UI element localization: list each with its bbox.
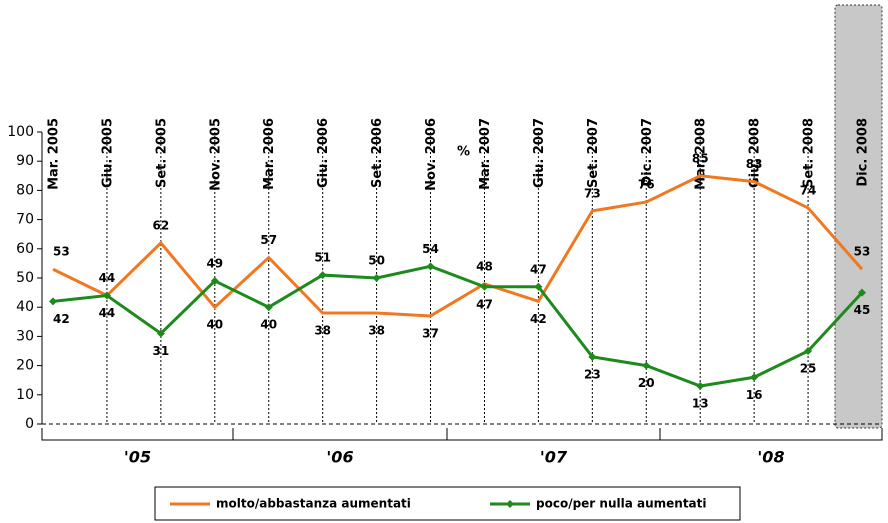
highlight-box <box>834 4 883 429</box>
y-tick-label: 70 <box>16 212 34 228</box>
y-tick-label: 0 <box>25 416 34 432</box>
value-label: 73 <box>584 186 601 200</box>
marker <box>210 276 219 285</box>
x-tick-label: Giu. 2007 <box>532 118 547 188</box>
x-tick-label: Nov. 2006 <box>424 118 439 191</box>
value-label: 74 <box>800 183 817 197</box>
x-tick-label: Mar. 2006 <box>262 118 277 190</box>
year-bracket <box>659 428 883 441</box>
y-tick-label: 80 <box>16 182 34 198</box>
marker <box>534 282 543 291</box>
value-label: 51 <box>314 251 331 265</box>
value-label: 49 <box>206 256 223 270</box>
value-label: 76 <box>638 178 655 192</box>
y-tick-label: 100 <box>7 124 34 140</box>
value-label: 47 <box>476 297 493 311</box>
marker <box>804 347 813 355</box>
value-label: 13 <box>692 397 709 411</box>
value-label: 42 <box>530 312 547 326</box>
x-tick-label: Nov. 2005 <box>208 118 223 191</box>
year-bracket <box>41 428 234 441</box>
year-bracket <box>232 428 448 441</box>
value-label: 40 <box>260 318 277 332</box>
x-tick-label: Giu. 2006 <box>316 118 331 188</box>
x-tick-label: Mar. 2008 <box>694 118 709 190</box>
year-bracket <box>446 428 661 441</box>
legend-label: molto/abbastanza aumentati <box>216 497 411 511</box>
x-tick-label: Dic. 2008 <box>856 118 871 187</box>
marker <box>426 262 435 271</box>
x-tick-label: Set. 2008 <box>802 118 817 188</box>
y-tick-label: 90 <box>16 153 34 169</box>
x-tick-label: Mar. 2007 <box>478 118 493 190</box>
marker <box>102 291 111 300</box>
value-label: 50 <box>368 254 385 268</box>
annotation: % <box>457 145 470 160</box>
x-tick-label: Set. 2005 <box>154 118 169 188</box>
value-label: 44 <box>99 271 116 285</box>
value-label: 53 <box>53 245 70 259</box>
year-label: '07 <box>540 448 568 467</box>
value-label: 23 <box>584 367 601 381</box>
year-label: '06 <box>326 448 353 467</box>
value-label: 45 <box>854 303 871 317</box>
value-label: 25 <box>800 362 817 376</box>
value-label: 31 <box>153 344 170 358</box>
value-label: 38 <box>368 324 385 338</box>
y-tick-label: 50 <box>16 270 34 286</box>
value-label: 44 <box>99 306 116 320</box>
value-label: 37 <box>422 326 439 340</box>
marker <box>858 288 866 297</box>
value-label: 47 <box>530 262 547 276</box>
value-label: 16 <box>746 388 763 402</box>
x-tick-label: Giu. 2005 <box>100 118 115 188</box>
year-label: '08 <box>757 448 784 467</box>
year-label: '05 <box>124 448 151 467</box>
marker <box>372 274 381 282</box>
series-line <box>52 174 864 318</box>
marker <box>588 352 597 361</box>
legend <box>154 486 741 521</box>
marker <box>49 297 57 306</box>
x-tick-label: Mar. 2005 <box>47 118 62 190</box>
value-label: 48 <box>476 259 493 273</box>
y-tick-label: 10 <box>16 387 34 403</box>
value-label: 85 <box>692 151 709 165</box>
y-tick-label: 40 <box>16 299 34 315</box>
x-tick-label: Set. 2006 <box>370 118 385 188</box>
x-tick-label: Dic. 2007 <box>640 118 655 187</box>
value-label: 54 <box>422 242 439 256</box>
y-tick-label: 30 <box>16 328 34 344</box>
y-tick-label: 60 <box>16 241 34 257</box>
value-label: 53 <box>854 245 871 259</box>
value-label: 40 <box>206 318 223 332</box>
value-label: 42 <box>53 312 70 326</box>
series-line <box>52 264 864 388</box>
value-label: 62 <box>153 218 170 232</box>
marker <box>696 382 705 391</box>
marker <box>318 271 327 280</box>
value-label: 83 <box>746 157 763 171</box>
value-label: 20 <box>638 376 655 390</box>
marker <box>156 329 165 338</box>
x-tick-label: Set. 2007 <box>586 118 601 188</box>
value-label: 57 <box>260 233 277 247</box>
value-label: 38 <box>314 324 331 338</box>
marker <box>642 361 651 370</box>
legend-marker <box>506 500 514 508</box>
marker <box>264 303 273 312</box>
legend-label: poco/per nulla aumentati <box>536 497 707 511</box>
marker <box>750 373 759 382</box>
x-tick-label: Giu. 2008 <box>748 118 763 188</box>
y-tick-label: 20 <box>16 358 34 374</box>
marker <box>480 282 489 291</box>
